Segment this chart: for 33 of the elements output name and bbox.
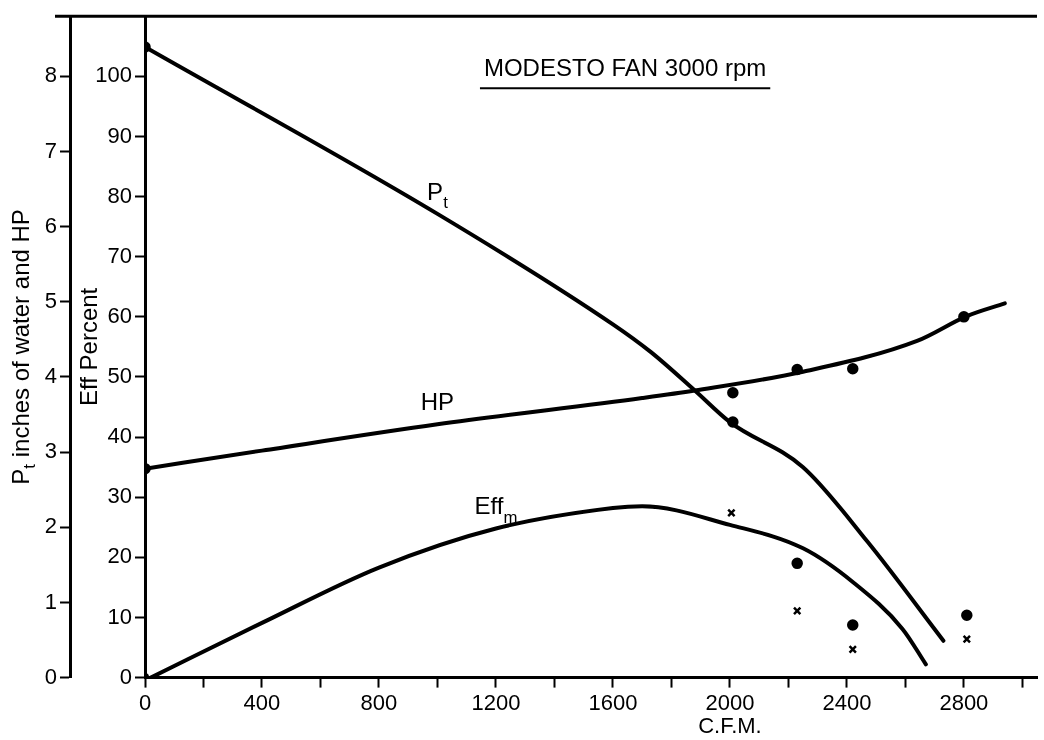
x-tick-label: 800 <box>360 689 398 715</box>
y2-tick-label: 20 <box>107 543 132 569</box>
x-tick-label: 2400 <box>822 689 872 715</box>
x-tick-label: 1200 <box>471 689 521 715</box>
y2-tick-label: 0 <box>119 663 132 689</box>
x-tick-label: 2000 <box>705 689 755 715</box>
y-axis-title: Pt inches of water and HP <box>6 209 40 485</box>
series-label: HP <box>420 388 455 416</box>
y2-tick-label: 80 <box>107 182 132 208</box>
x-axis-title: C.F.M. <box>698 713 762 739</box>
y-tick-label: 7 <box>44 137 57 163</box>
y2-tick-label: 70 <box>107 242 132 268</box>
y2-tick-label: 90 <box>107 122 132 148</box>
y-tick-label: 8 <box>44 62 57 88</box>
y-tick-label: 0 <box>44 663 57 689</box>
y-tick-label: 6 <box>44 212 57 238</box>
text: MODESTO FAN 3000 rpm <box>483 54 767 82</box>
y2-tick-label: 40 <box>107 423 132 449</box>
y2-tick-label: 10 <box>107 603 132 629</box>
y-tick-label: 4 <box>44 363 57 389</box>
x-tick-label: 2800 <box>939 689 989 715</box>
y-tick-label: 2 <box>44 513 57 539</box>
y2-tick-label: 100 <box>95 62 132 88</box>
y2-tick-label: 60 <box>107 302 132 328</box>
y2-tick-label: 50 <box>107 363 132 389</box>
y-tick-label: 5 <box>44 287 57 313</box>
y2-tick-label: 30 <box>107 483 132 509</box>
x-tick-label: 400 <box>243 689 281 715</box>
y-tick-label: 1 <box>44 588 57 614</box>
x-tick-label: 1600 <box>588 689 638 715</box>
x-tick-label: 0 <box>138 689 152 715</box>
y2-axis-title: Eff Percent <box>74 287 102 407</box>
y-tick-label: 3 <box>44 438 57 464</box>
